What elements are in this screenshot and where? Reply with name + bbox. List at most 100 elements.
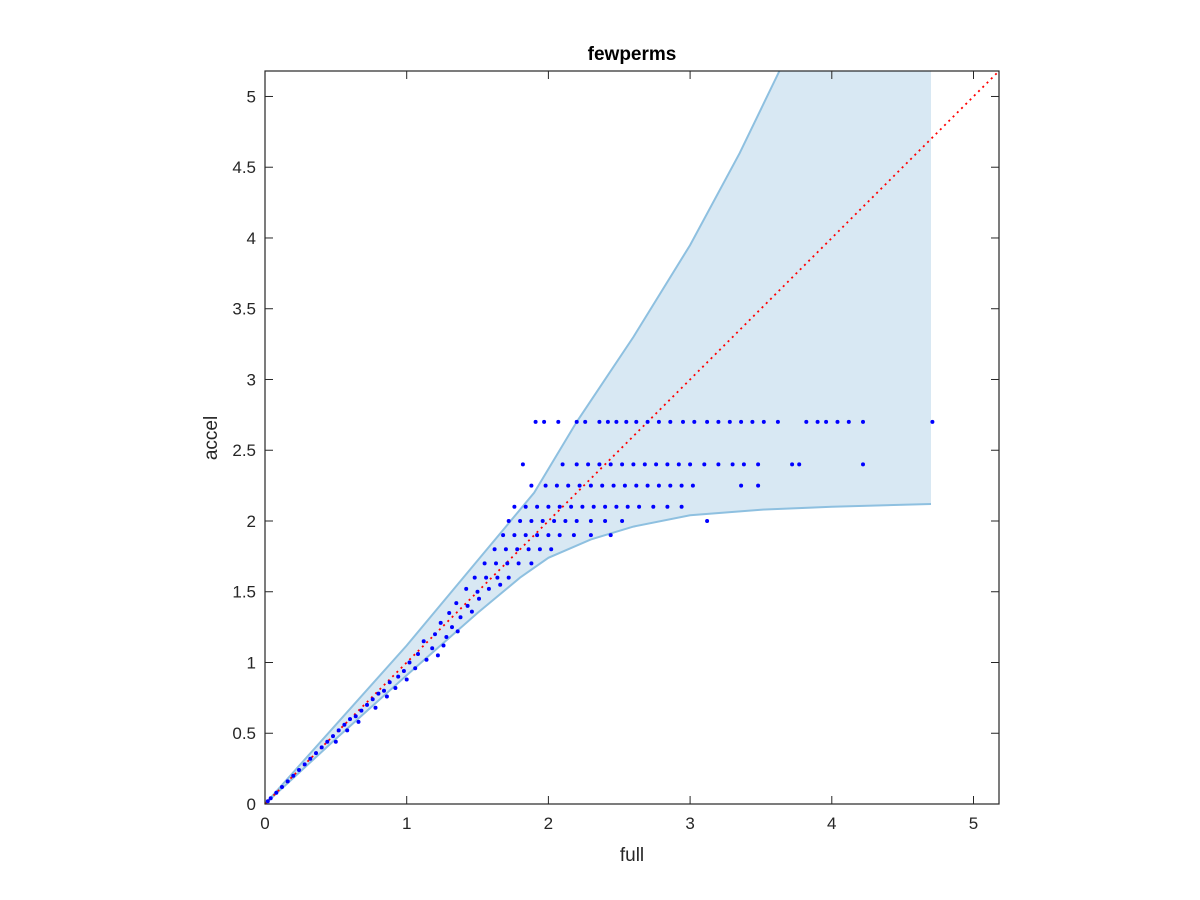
data-point: [506, 519, 511, 523]
data-point: [586, 462, 591, 467]
data-point: [566, 483, 571, 488]
data-point: [542, 419, 547, 424]
data-point: [739, 419, 744, 424]
data-point: [861, 419, 865, 424]
data-point: [603, 519, 608, 523]
data-point: [512, 504, 517, 509]
data-point: [835, 419, 840, 424]
x-tick-label: 4: [827, 814, 836, 833]
data-point: [416, 652, 420, 656]
data-point: [520, 462, 525, 467]
data-point: [756, 483, 761, 488]
data-point: [574, 419, 579, 424]
data-point: [620, 462, 625, 467]
data-point: [387, 680, 392, 685]
y-tick-label: 3.5: [232, 300, 256, 319]
data-point: [583, 419, 588, 424]
x-tick-label: 5: [969, 814, 978, 833]
data-point: [588, 483, 593, 488]
data-point: [529, 561, 534, 566]
data-point: [624, 419, 629, 424]
data-point: [302, 762, 307, 767]
y-tick-label: 4: [247, 229, 256, 248]
data-point: [654, 462, 659, 467]
data-point: [549, 547, 554, 552]
data-point: [435, 653, 440, 658]
y-tick-label: 0.5: [232, 724, 256, 743]
data-point: [433, 632, 437, 637]
data-point: [861, 462, 865, 467]
data-point: [438, 620, 443, 625]
data-point: [692, 419, 697, 424]
data-point: [574, 462, 579, 467]
data-point: [506, 575, 511, 580]
data-point: [401, 669, 406, 673]
data-point: [393, 686, 398, 690]
data-point: [503, 547, 508, 552]
data-point: [679, 483, 684, 488]
data-point: [455, 629, 460, 634]
data-point: [464, 586, 469, 591]
data-point: [518, 519, 523, 523]
data-point: [373, 705, 378, 710]
band-lower-edge: [264, 503, 932, 805]
data-point: [396, 674, 401, 679]
data-point: [597, 462, 602, 467]
x-tick-label: 2: [544, 814, 553, 833]
data-point: [546, 533, 551, 538]
data-point: [540, 519, 545, 523]
data-point: [637, 504, 642, 509]
data-point: [554, 483, 559, 488]
data-point: [651, 504, 656, 509]
data-point: [665, 504, 670, 509]
data-point: [552, 519, 557, 523]
data-point: [608, 462, 613, 467]
data-point: [404, 677, 409, 682]
data-point: [376, 691, 381, 696]
data-point: [645, 483, 650, 488]
data-point: [668, 483, 673, 488]
axes-box: [264, 70, 1000, 805]
data-point: [815, 419, 820, 424]
data-point: [501, 533, 506, 538]
x-tick-label: 3: [685, 814, 694, 833]
y-tick-label: 3: [247, 370, 256, 389]
data-point: [603, 504, 608, 509]
data-point: [342, 722, 347, 727]
data-point: [608, 533, 613, 538]
y-tick-label: 2: [247, 512, 256, 531]
data-point: [846, 419, 851, 424]
data-point: [495, 575, 500, 580]
data-point: [546, 504, 551, 509]
confidence-band-layer: [264, 70, 932, 805]
data-point: [611, 483, 616, 488]
data-point: [574, 519, 579, 523]
data-point: [571, 533, 576, 538]
data-point: [560, 462, 565, 467]
data-point: [556, 419, 561, 424]
axes-layer: 0 1 2 3 4 5 0 0.5 1 1.5 2 2.5 3 3.5 4 4.5 5: [232, 70, 1000, 833]
data-point: [681, 419, 685, 424]
data-point: [498, 582, 503, 587]
x-axis-label: full: [620, 845, 644, 866]
data-point: [535, 504, 540, 509]
y-tick-label: 1.5: [232, 583, 256, 602]
data-point: [705, 519, 710, 523]
data-point: [622, 483, 627, 488]
data-point: [505, 561, 510, 566]
data-point: [430, 646, 435, 651]
data-point: [645, 419, 650, 424]
data-point: [631, 462, 636, 467]
data-point: [702, 462, 707, 467]
data-point: [308, 756, 313, 761]
data-point: [356, 719, 361, 724]
data-point: [359, 708, 364, 713]
data-point: [535, 533, 540, 538]
y-tick-label: 5: [247, 87, 256, 106]
y-tick-label: 0: [247, 795, 256, 814]
data-point: [365, 702, 369, 707]
data-point: [333, 739, 338, 744]
data-point: [515, 547, 520, 552]
data-point: [580, 504, 585, 509]
